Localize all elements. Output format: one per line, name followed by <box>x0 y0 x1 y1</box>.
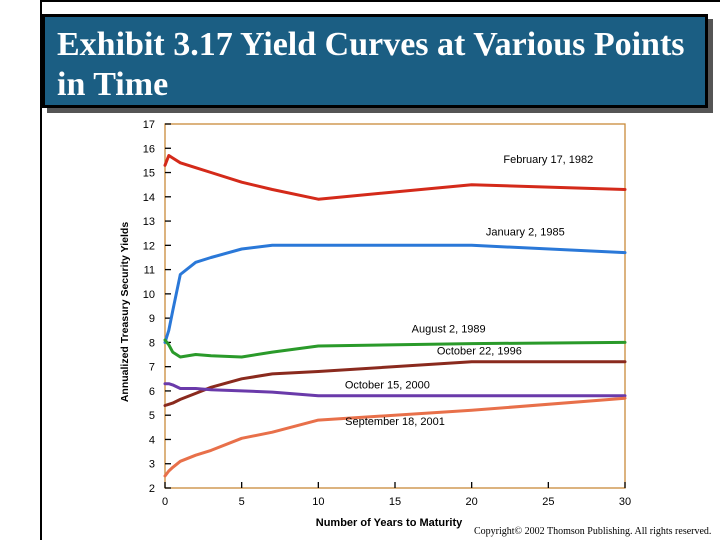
series-line <box>163 360 627 407</box>
series-line <box>163 243 627 344</box>
y-tick-label: 5 <box>149 410 155 422</box>
series-line <box>163 396 627 478</box>
series-label: October 22, 1996 <box>437 346 522 358</box>
y-tick-label: 16 <box>143 143 155 155</box>
y-tick-label: 13 <box>143 216 155 228</box>
x-tick-label: 5 <box>239 496 245 508</box>
y-tick-label: 15 <box>143 168 155 180</box>
y-axis-title: Annualized Treasury Security Yields <box>119 222 131 402</box>
y-tick-label: 4 <box>149 434 155 446</box>
y-tick-label: 6 <box>149 386 155 398</box>
y-tick-label: 3 <box>149 459 155 471</box>
y-tick-label: 11 <box>144 265 155 277</box>
series-label: February 17, 1982 <box>503 154 593 166</box>
x-tick-label: 30 <box>619 496 631 508</box>
series-label: January 2, 1985 <box>486 227 565 239</box>
x-tick-label: 0 <box>162 496 168 508</box>
series-label: August 2, 1989 <box>412 324 486 336</box>
top-border-rule <box>40 0 720 2</box>
copyright-notice: Copyright© 2002 Thomson Publishing. All … <box>474 526 712 537</box>
x-tick-label: 20 <box>466 496 478 508</box>
y-tick-label: 14 <box>143 192 155 204</box>
title-banner: Exhibit 3.17 Yield Curves at Various Poi… <box>42 14 708 108</box>
y-tick-label: 12 <box>143 240 155 252</box>
series-label: September 18, 2001 <box>345 416 445 428</box>
y-tick-label: 17 <box>143 119 155 131</box>
x-tick-label: 10 <box>312 496 324 508</box>
x-tick-label: 15 <box>389 496 401 508</box>
x-axis-title: Number of Years to Maturity <box>316 517 463 529</box>
y-tick-label: 9 <box>149 313 155 325</box>
series-line <box>163 382 627 398</box>
y-tick-label: 8 <box>149 337 155 349</box>
y-tick-label: 7 <box>149 362 155 374</box>
exhibit-title: Exhibit 3.17 Yield Curves at Various Poi… <box>57 26 685 103</box>
y-tick-label: 10 <box>143 289 155 301</box>
series-label: October 15, 2000 <box>345 380 430 392</box>
x-tick-label: 25 <box>542 496 554 508</box>
series-line <box>163 338 627 359</box>
series-line <box>163 154 627 201</box>
left-border-rule <box>40 0 42 540</box>
y-tick-label: 2 <box>149 483 155 495</box>
